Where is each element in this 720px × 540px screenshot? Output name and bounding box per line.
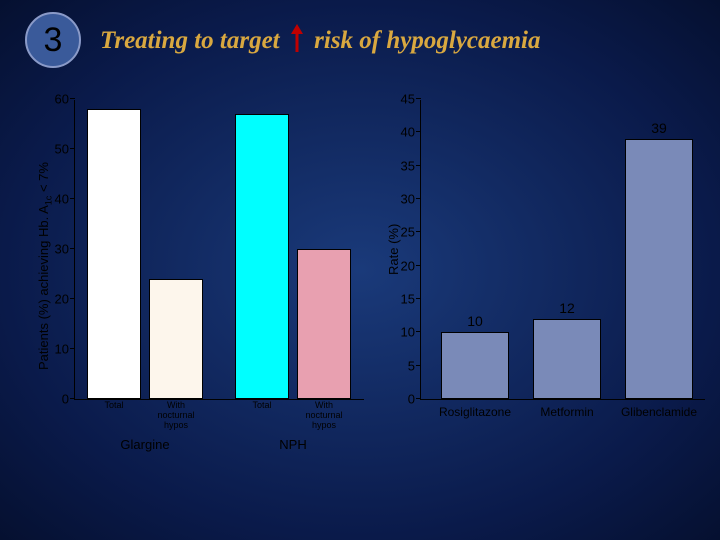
arrow-up-icon xyxy=(288,24,306,61)
ytick-label: 0 xyxy=(45,392,75,407)
bar-value-label: 10 xyxy=(442,313,508,333)
ytick-label: 10 xyxy=(45,342,75,357)
ytick-mark xyxy=(70,148,75,149)
bar-value-label: 39 xyxy=(626,120,692,140)
step-badge: 3 xyxy=(25,12,81,68)
bar-xlabel: Glibenclamide xyxy=(615,399,703,419)
left-chart: Patients (%) achieving Hb. A1c < 7% 0102… xyxy=(30,100,370,470)
ytick-label: 50 xyxy=(45,142,75,157)
ytick-mark xyxy=(416,231,421,232)
ytick-mark xyxy=(416,98,421,99)
slide-title: Treating to target risk of hypoglycaemia xyxy=(100,24,541,61)
group-label: NPH xyxy=(235,399,351,452)
ytick-label: 0 xyxy=(391,392,421,407)
bar-value-label: 12 xyxy=(534,300,600,320)
ytick-label: 60 xyxy=(45,92,75,107)
ytick-label: 45 xyxy=(391,92,421,107)
bar-xlabel: Rosiglitazone xyxy=(431,399,519,419)
ytick-mark xyxy=(416,331,421,332)
ytick-mark xyxy=(416,398,421,399)
right-chart: Rate (%) 05101520253035404510Rosiglitazo… xyxy=(380,100,710,470)
bar: 10 xyxy=(441,332,509,399)
ytick-label: 30 xyxy=(391,192,421,207)
group-label: Glargine xyxy=(87,399,203,452)
bar-xlabel: Metformin xyxy=(523,399,611,419)
bar xyxy=(235,114,289,399)
bar: 39 xyxy=(625,139,693,399)
title-part1: Treating to target xyxy=(100,27,280,54)
ytick-label: 30 xyxy=(45,242,75,257)
ytick-mark xyxy=(70,198,75,199)
bar: 12 xyxy=(533,319,601,399)
bar xyxy=(297,249,351,399)
step-number: 3 xyxy=(44,21,63,60)
ytick-mark xyxy=(70,298,75,299)
title-part2: risk of hypoglycaemia xyxy=(314,27,540,54)
bar xyxy=(149,279,203,399)
ytick-mark xyxy=(416,365,421,366)
ytick-label: 40 xyxy=(391,125,421,140)
ytick-mark xyxy=(416,131,421,132)
ytick-label: 20 xyxy=(45,292,75,307)
bar xyxy=(87,109,141,399)
ytick-mark xyxy=(416,198,421,199)
ytick-mark xyxy=(416,298,421,299)
ytick-label: 15 xyxy=(391,292,421,307)
ytick-mark xyxy=(416,265,421,266)
ytick-mark xyxy=(70,98,75,99)
slide-header: 3 Treating to target risk of hypoglycaem… xyxy=(0,10,720,70)
ytick-label: 20 xyxy=(391,258,421,273)
ytick-label: 40 xyxy=(45,192,75,207)
ytick-mark xyxy=(70,348,75,349)
left-plot-area: 0102030405060TotalWithnocturnalhyposTota… xyxy=(74,100,364,400)
ytick-label: 5 xyxy=(391,358,421,373)
ytick-mark xyxy=(70,398,75,399)
ytick-label: 35 xyxy=(391,158,421,173)
ytick-mark xyxy=(70,248,75,249)
ytick-mark xyxy=(416,165,421,166)
ytick-label: 25 xyxy=(391,225,421,240)
ytick-label: 10 xyxy=(391,325,421,340)
right-plot-area: 05101520253035404510Rosiglitazone12Metfo… xyxy=(420,100,705,400)
